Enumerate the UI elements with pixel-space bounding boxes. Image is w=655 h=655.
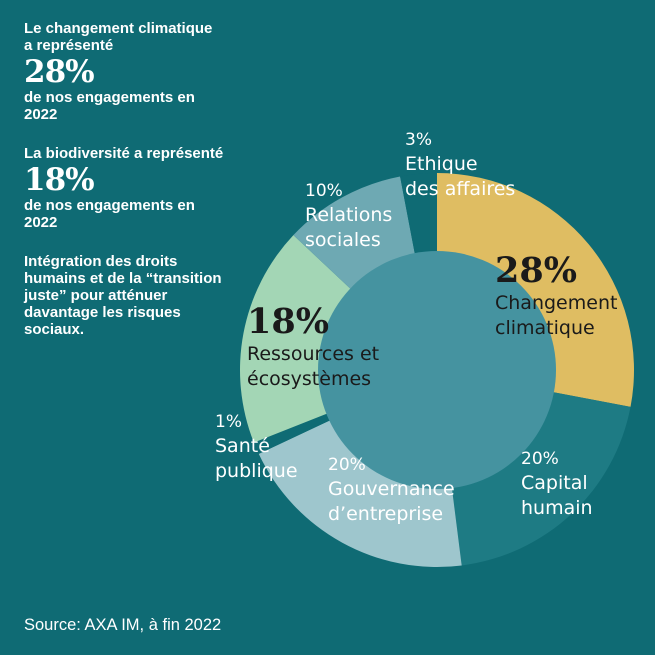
biodiversity-stat: La biodiversité a représenté 18% de nos … — [24, 145, 224, 231]
pct-changement-climatique: 28% — [495, 250, 577, 291]
human-rights-note: Intégration des droits humains et de la … — [24, 253, 222, 338]
label-ressources-et-ecosystemes: 18%Ressources et écosystèmes — [247, 301, 379, 390]
slice-relations-sociales — [293, 176, 415, 290]
source-note: Source: AXA IM, à fin 2022 — [24, 616, 222, 634]
slice-gouvernance-d-entreprise — [258, 420, 462, 567]
name-gouvernance-d-entreprise: Gouvernance d’entreprise — [328, 478, 455, 525]
slice-ethique-des-affaires — [400, 173, 437, 255]
climate-stat: Le changement climatique a représenté 28… — [24, 20, 224, 123]
pct-ressources-et-ecosystemes: 18% — [247, 301, 329, 342]
label-relations-sociales: 10% Relations sociales — [305, 181, 392, 251]
donut-center — [318, 251, 556, 489]
name-sante-publique: Santé publique — [215, 435, 298, 482]
climate-stat-value: 28% — [24, 54, 95, 90]
name-ressources-et-ecosystemes: Ressources et écosystèmes — [247, 343, 379, 390]
name-ethique-des-affaires: Ethique des affaires — [405, 153, 515, 200]
label-ethique-des-affaires: 3% Ethique des affaires — [405, 130, 515, 200]
slice-ressources-et-ecosystemes — [240, 235, 351, 443]
label-gouvernance-d-entreprise: 20% Gouvernance d’entreprise — [328, 455, 455, 525]
biodiversity-stat-outro: de nos engagements en 2022 — [24, 197, 195, 231]
name-capital-humain: Capital humain — [521, 472, 593, 519]
label-changement-climatique: 28%Changement climatique — [495, 250, 617, 339]
slice-changement-climatique — [437, 173, 634, 407]
climate-stat-outro: de nos engagements en 2022 — [24, 89, 195, 123]
pct-relations-sociales: 10% — [305, 181, 343, 201]
sidebar: Le changement climatique a représenté 28… — [24, 20, 224, 338]
pct-gouvernance-d-entreprise: 20% — [328, 455, 366, 475]
name-changement-climatique: Changement climatique — [495, 292, 617, 339]
biodiversity-stat-intro: La biodiversité a représenté — [24, 145, 224, 162]
pct-capital-humain: 20% — [521, 449, 559, 469]
pct-ethique-des-affaires: 3% — [405, 130, 432, 150]
slice-capital-humain — [451, 392, 631, 566]
name-relations-sociales: Relations sociales — [305, 204, 392, 251]
pct-sante-publique: 1% — [215, 412, 242, 432]
slice-sante-publique — [253, 413, 331, 454]
climate-stat-intro: Le changement climatique a représenté — [24, 20, 213, 54]
donut-slices — [240, 173, 634, 567]
label-sante-publique: 1% Santé publique — [215, 412, 298, 482]
label-capital-humain: 20% Capital humain — [521, 449, 593, 519]
biodiversity-stat-value: 18% — [24, 162, 95, 198]
